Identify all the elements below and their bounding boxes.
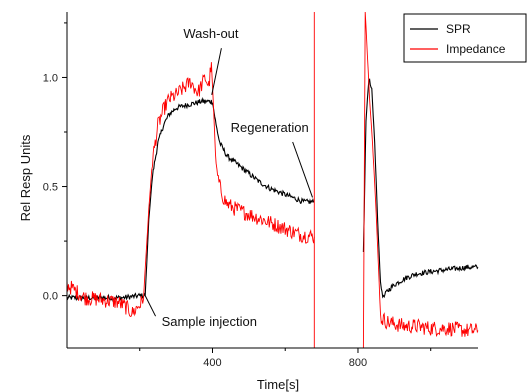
x-tick-label: 800 — [349, 357, 367, 369]
legend-label-impedance: Impedance — [446, 42, 506, 56]
legend-box — [403, 13, 527, 63]
annotation-pointer — [292, 141, 313, 198]
series-line-spr-0 — [66, 96, 315, 303]
y-tick-label: 0.0 — [43, 291, 58, 303]
legend-label-spr: SPR — [446, 22, 471, 36]
annotation-label: Sample injection — [162, 314, 257, 329]
series-line-spr-1 — [362, 78, 479, 299]
annotation-pointer — [211, 48, 222, 96]
annotation-layer: Wash-out Regeneration Sample injection — [144, 26, 313, 329]
series-line-impedance-0 — [66, 62, 315, 317]
annotation-label: Regeneration — [231, 120, 309, 135]
series-line-impedance-2 — [362, 11, 479, 349]
y-axis-title: Rel Resp Units — [18, 134, 33, 221]
y-tick-label: 1.0 — [43, 72, 58, 84]
y-tick-label: 0.5 — [43, 182, 58, 194]
plot-frame — [66, 12, 478, 349]
annotation-label: Wash-out — [183, 26, 239, 41]
legend: SPR Impedance — [403, 13, 527, 63]
series-layer — [66, 11, 479, 349]
x-tick-label: 400 — [203, 357, 221, 369]
annotation-pointer — [144, 295, 157, 317]
x-axis-title: Time[s] — [257, 377, 299, 392]
axis-ticks: 400 800 0.0 0.5 1.0 — [43, 22, 432, 369]
